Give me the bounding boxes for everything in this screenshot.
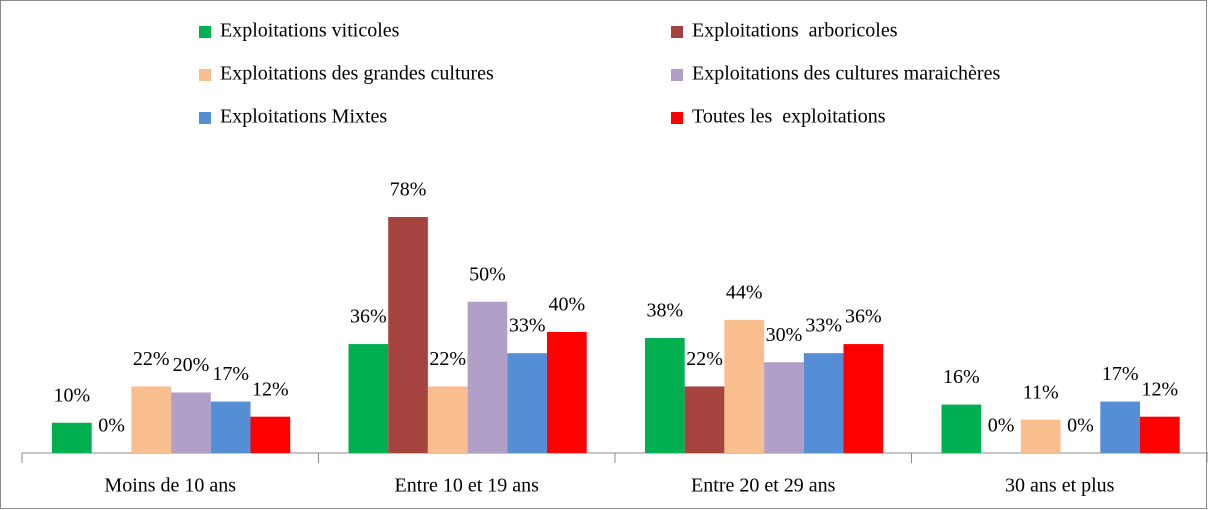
legend-swatch (671, 26, 683, 38)
data-label: 20% (173, 354, 210, 376)
data-label: 17% (212, 363, 249, 385)
data-label: 10% (54, 384, 91, 406)
legend-label: Exploitations des cultures maraichères (692, 63, 1000, 85)
data-label: 11% (1023, 381, 1059, 403)
bar (388, 217, 428, 453)
x-tick-label: 30 ans et plus (1005, 475, 1115, 497)
data-label: 12% (252, 378, 289, 400)
bar (250, 416, 291, 453)
bar (684, 386, 725, 453)
data-label: 40% (549, 294, 586, 316)
bar (210, 401, 251, 453)
bar (843, 344, 884, 453)
data-label: 22% (686, 348, 723, 370)
x-tick-label: Entre 20 et 29 ans (691, 475, 836, 497)
x-tick-label: Moins de 10 ans (104, 475, 236, 497)
legend-swatch (671, 69, 683, 81)
data-label: 33% (805, 315, 842, 337)
legend-label: Exploitations des grandes cultures (220, 63, 494, 85)
x-tick-label: Entre 10 et 19 ans (395, 475, 540, 497)
bar (1140, 416, 1180, 453)
bar (803, 353, 844, 453)
bar (171, 392, 211, 453)
data-label: 0% (98, 415, 125, 437)
legend-label: Exploitations Mixtes (220, 106, 387, 128)
data-label: 16% (943, 366, 980, 388)
data-label: 22% (429, 348, 466, 370)
data-label: 78% (390, 179, 427, 201)
bar (427, 386, 468, 453)
data-label: 44% (726, 281, 763, 303)
data-label: 30% (766, 324, 803, 346)
data-label: 36% (845, 306, 882, 328)
bar (467, 301, 508, 453)
data-label: 22% (133, 348, 170, 370)
legend-swatch (199, 112, 211, 124)
bar (941, 404, 982, 453)
bar (348, 344, 389, 453)
bar (764, 362, 804, 453)
data-label: 12% (1142, 378, 1179, 400)
legend-swatch (199, 26, 211, 38)
data-label: 36% (350, 306, 387, 328)
legend-label: Exploitations viticoles (220, 20, 400, 42)
bar (547, 331, 587, 453)
bar (52, 422, 92, 453)
data-label: 50% (469, 263, 506, 285)
data-label: 0% (988, 415, 1015, 437)
legend-label: Exploitations arboricoles (692, 20, 898, 42)
data-label: 38% (647, 300, 684, 322)
bar (1020, 419, 1061, 453)
legend-swatch (671, 112, 683, 124)
data-label: 0% (1067, 415, 1094, 437)
data-label: 33% (509, 315, 546, 337)
legend-swatch (199, 69, 211, 81)
bar (507, 353, 547, 453)
legend-label: Toutes les exploitations (692, 106, 886, 128)
bar (131, 386, 172, 453)
data-label: 17% (1102, 363, 1139, 385)
bar (645, 338, 685, 453)
bar (1100, 401, 1140, 453)
bar (724, 319, 765, 453)
